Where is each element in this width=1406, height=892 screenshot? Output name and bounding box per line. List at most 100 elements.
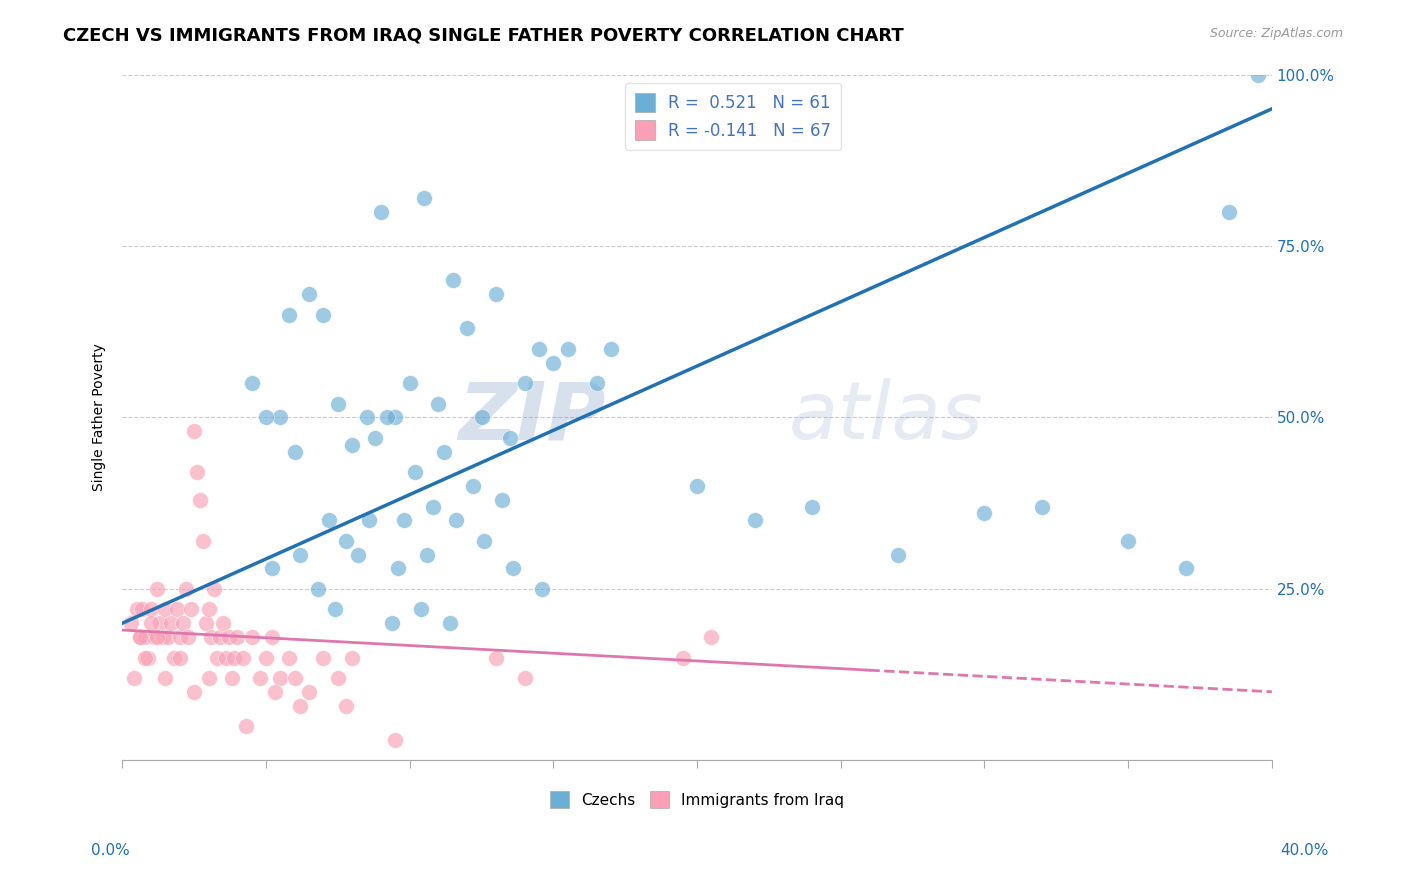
Point bbox=[169, 630, 191, 644]
Point bbox=[125, 602, 148, 616]
Point bbox=[269, 410, 291, 425]
Point bbox=[370, 204, 392, 219]
Point bbox=[128, 630, 150, 644]
Text: ZIP: ZIP bbox=[458, 378, 605, 457]
Point bbox=[411, 602, 433, 616]
Point bbox=[1218, 204, 1240, 219]
Point bbox=[166, 602, 188, 616]
Point bbox=[543, 355, 565, 369]
Point bbox=[456, 321, 478, 335]
Point bbox=[323, 602, 346, 616]
Point bbox=[122, 671, 145, 685]
Point bbox=[186, 466, 208, 480]
Point bbox=[149, 616, 172, 631]
Point bbox=[499, 431, 522, 445]
Point bbox=[700, 630, 723, 644]
Point bbox=[155, 602, 177, 616]
Text: CZECH VS IMMIGRANTS FROM IRAQ SINGLE FATHER POVERTY CORRELATION CHART: CZECH VS IMMIGRANTS FROM IRAQ SINGLE FAT… bbox=[63, 27, 904, 45]
Point bbox=[1031, 500, 1053, 514]
Point bbox=[249, 671, 271, 685]
Point bbox=[221, 671, 243, 685]
Point bbox=[326, 397, 349, 411]
Point bbox=[491, 492, 513, 507]
Point bbox=[290, 698, 312, 713]
Point bbox=[169, 650, 191, 665]
Point bbox=[474, 533, 496, 548]
Point bbox=[801, 500, 824, 514]
Point bbox=[384, 732, 406, 747]
Point bbox=[284, 671, 307, 685]
Y-axis label: Single Father Poverty: Single Father Poverty bbox=[93, 343, 107, 491]
Text: atlas: atlas bbox=[789, 378, 984, 457]
Text: 0.0%: 0.0% bbox=[91, 843, 131, 858]
Point bbox=[513, 376, 536, 391]
Point bbox=[208, 630, 231, 644]
Point bbox=[215, 650, 238, 665]
Point bbox=[260, 561, 283, 575]
Point bbox=[335, 533, 357, 548]
Text: Source: ZipAtlas.com: Source: ZipAtlas.com bbox=[1209, 27, 1343, 40]
Point bbox=[290, 548, 312, 562]
Point bbox=[284, 444, 307, 458]
Point bbox=[134, 630, 156, 644]
Point bbox=[139, 616, 162, 631]
Point bbox=[188, 492, 211, 507]
Point bbox=[205, 650, 228, 665]
Point bbox=[254, 650, 277, 665]
Point bbox=[441, 273, 464, 287]
Point bbox=[160, 616, 183, 631]
Point bbox=[557, 342, 579, 356]
Text: 40.0%: 40.0% bbox=[1281, 843, 1329, 858]
Point bbox=[232, 650, 254, 665]
Point bbox=[174, 582, 197, 596]
Point bbox=[139, 602, 162, 616]
Point bbox=[381, 616, 404, 631]
Point bbox=[585, 376, 607, 391]
Point bbox=[502, 561, 524, 575]
Point bbox=[312, 650, 335, 665]
Point bbox=[260, 630, 283, 644]
Point bbox=[307, 582, 329, 596]
Point bbox=[131, 602, 153, 616]
Point bbox=[416, 548, 439, 562]
Point bbox=[364, 431, 387, 445]
Point bbox=[183, 424, 205, 438]
Point bbox=[146, 630, 169, 644]
Point bbox=[439, 616, 461, 631]
Point bbox=[177, 630, 200, 644]
Point bbox=[298, 287, 321, 301]
Point bbox=[180, 602, 202, 616]
Point bbox=[183, 685, 205, 699]
Point bbox=[128, 630, 150, 644]
Point bbox=[197, 602, 219, 616]
Point bbox=[527, 342, 550, 356]
Point bbox=[359, 513, 381, 527]
Point bbox=[1246, 68, 1268, 82]
Point bbox=[278, 308, 301, 322]
Point bbox=[392, 513, 415, 527]
Point bbox=[240, 376, 263, 391]
Point bbox=[384, 410, 406, 425]
Point bbox=[318, 513, 340, 527]
Point bbox=[1116, 533, 1139, 548]
Point bbox=[312, 308, 335, 322]
Point bbox=[335, 698, 357, 713]
Point bbox=[342, 650, 364, 665]
Point bbox=[235, 719, 257, 733]
Point bbox=[744, 513, 766, 527]
Legend: Czechs, Immigrants from Iraq: Czechs, Immigrants from Iraq bbox=[544, 785, 851, 814]
Point bbox=[470, 410, 492, 425]
Point bbox=[142, 630, 165, 644]
Point bbox=[375, 410, 398, 425]
Point bbox=[347, 548, 370, 562]
Point bbox=[163, 650, 186, 665]
Point bbox=[226, 630, 249, 644]
Point bbox=[263, 685, 285, 699]
Point bbox=[254, 410, 277, 425]
Point bbox=[278, 650, 301, 665]
Point bbox=[513, 671, 536, 685]
Point bbox=[387, 561, 409, 575]
Point bbox=[172, 616, 194, 631]
Point bbox=[197, 671, 219, 685]
Point bbox=[413, 191, 436, 205]
